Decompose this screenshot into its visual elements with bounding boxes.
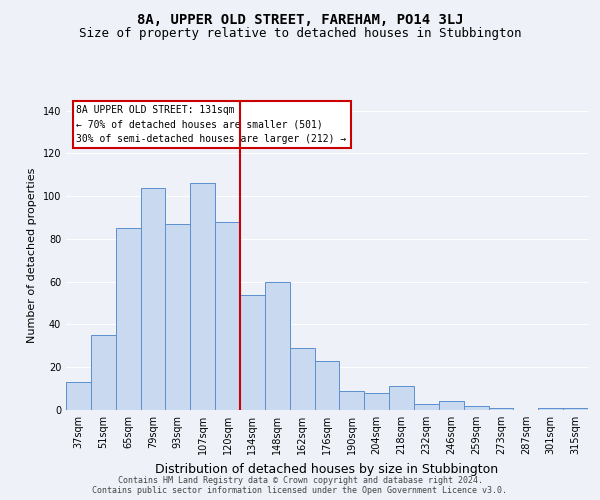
Bar: [563, 408, 588, 410]
Bar: [66, 382, 91, 410]
Bar: [340, 391, 364, 410]
X-axis label: Distribution of detached houses by size in Stubbington: Distribution of detached houses by size …: [155, 462, 499, 475]
Bar: [116, 228, 140, 410]
Bar: [364, 393, 389, 410]
Bar: [140, 188, 166, 410]
Text: 8A, UPPER OLD STREET, FAREHAM, PO14 3LJ: 8A, UPPER OLD STREET, FAREHAM, PO14 3LJ: [137, 12, 463, 26]
Text: 8A UPPER OLD STREET: 131sqm
← 70% of detached houses are smaller (501)
30% of se: 8A UPPER OLD STREET: 131sqm ← 70% of det…: [76, 104, 347, 144]
Bar: [166, 224, 190, 410]
Bar: [439, 402, 464, 410]
Bar: [538, 408, 563, 410]
Bar: [91, 335, 116, 410]
Bar: [389, 386, 414, 410]
Y-axis label: Number of detached properties: Number of detached properties: [27, 168, 37, 342]
Text: Size of property relative to detached houses in Stubbington: Size of property relative to detached ho…: [79, 28, 521, 40]
Bar: [464, 406, 488, 410]
Bar: [190, 184, 215, 410]
Bar: [290, 348, 314, 410]
Bar: [240, 294, 265, 410]
Text: Contains HM Land Registry data © Crown copyright and database right 2024.: Contains HM Land Registry data © Crown c…: [118, 476, 482, 485]
Bar: [265, 282, 290, 410]
Text: Contains public sector information licensed under the Open Government Licence v3: Contains public sector information licen…: [92, 486, 508, 495]
Bar: [414, 404, 439, 410]
Bar: [314, 361, 340, 410]
Bar: [488, 408, 514, 410]
Bar: [215, 222, 240, 410]
